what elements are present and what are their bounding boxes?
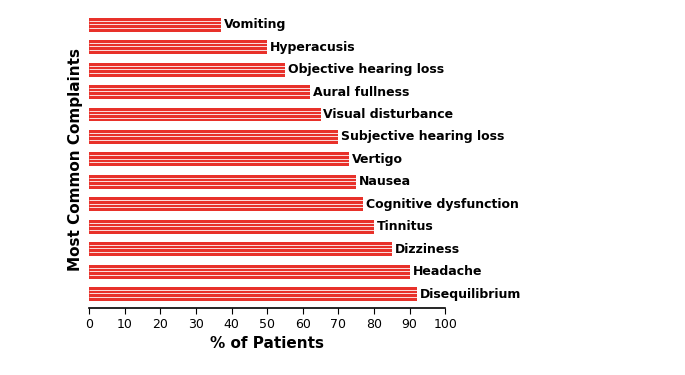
Bar: [89, 287, 416, 301]
Bar: [89, 152, 349, 166]
Bar: [89, 220, 374, 234]
Text: Nausea: Nausea: [359, 176, 411, 188]
Text: Tinnitus: Tinnitus: [377, 220, 434, 233]
Text: Objective hearing loss: Objective hearing loss: [288, 63, 444, 76]
Y-axis label: Most Common Complaints: Most Common Complaints: [68, 48, 84, 271]
Bar: [89, 175, 356, 189]
Bar: [89, 18, 221, 32]
Bar: [89, 40, 267, 54]
Text: Dizziness: Dizziness: [395, 243, 460, 256]
Text: Vomiting: Vomiting: [224, 18, 286, 31]
Text: Cognitive dysfunction: Cognitive dysfunction: [366, 198, 519, 211]
Text: Vertigo: Vertigo: [352, 153, 403, 166]
Bar: [89, 265, 410, 279]
Bar: [89, 108, 321, 122]
Text: Aural fullness: Aural fullness: [313, 86, 409, 99]
Bar: [89, 63, 285, 76]
Bar: [89, 130, 338, 144]
Bar: [89, 242, 392, 256]
X-axis label: % of Patients: % of Patients: [210, 336, 324, 351]
Text: Hyperacusis: Hyperacusis: [270, 40, 356, 54]
Text: Subjective hearing loss: Subjective hearing loss: [341, 130, 505, 143]
Text: Disequilibrium: Disequilibrium: [420, 288, 521, 300]
Text: Visual disturbance: Visual disturbance: [323, 108, 453, 121]
Text: Headache: Headache: [412, 265, 482, 278]
Bar: [89, 197, 363, 211]
Bar: [89, 85, 310, 99]
